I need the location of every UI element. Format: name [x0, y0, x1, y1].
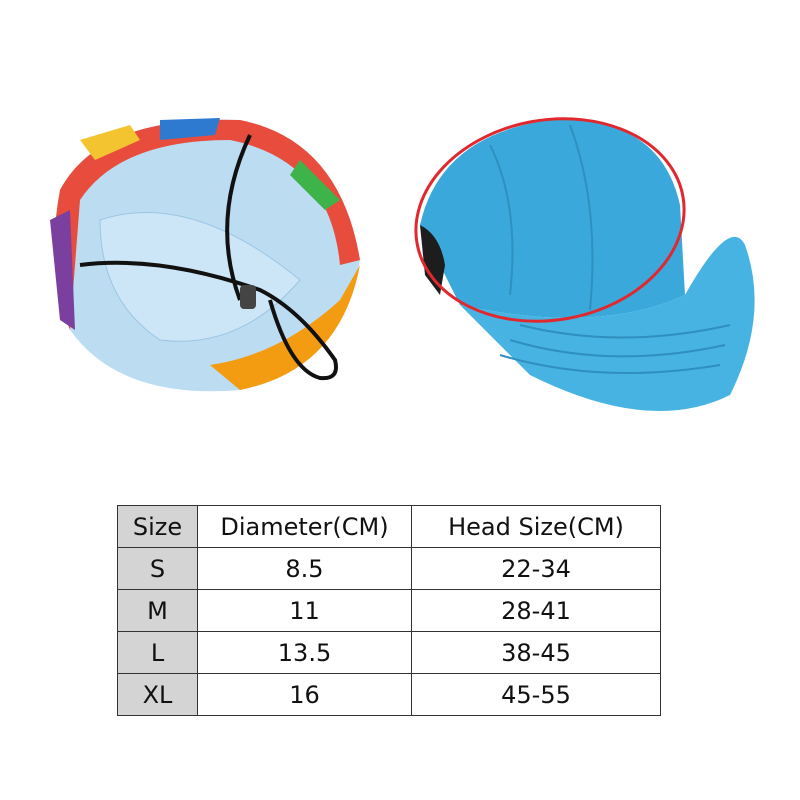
cell-head-size: 22-34: [411, 547, 661, 590]
cell-diameter: 11: [197, 589, 412, 632]
cell-diameter: 13.5: [197, 631, 412, 674]
table-row: XL 16 45-55: [117, 673, 661, 716]
header-head-size: Head Size(CM): [411, 505, 661, 548]
cell-head-size: 38-45: [411, 631, 661, 674]
cell-head-size: 28-41: [411, 589, 661, 632]
table-row: L 13.5 38-45: [117, 631, 661, 674]
table-row: S 8.5 22-34: [117, 547, 661, 590]
cell-head-size: 45-55: [411, 673, 661, 716]
cap-underside-photo: [50, 118, 360, 392]
cell-diameter: 8.5: [197, 547, 412, 590]
cell-size: XL: [117, 673, 198, 716]
cell-size: L: [117, 631, 198, 674]
header-size: Size: [117, 505, 198, 548]
cell-diameter: 16: [197, 673, 412, 716]
cell-size: S: [117, 547, 198, 590]
table-row: M 11 28-41: [117, 589, 661, 632]
header-diameter: Diameter(CM): [197, 505, 412, 548]
size-chart-table: Size Diameter(CM) Head Size(CM) S 8.5 22…: [117, 505, 661, 716]
cap-side-photo: [414, 117, 755, 411]
cell-size: M: [117, 589, 198, 632]
table-header-row: Size Diameter(CM) Head Size(CM): [117, 505, 661, 548]
